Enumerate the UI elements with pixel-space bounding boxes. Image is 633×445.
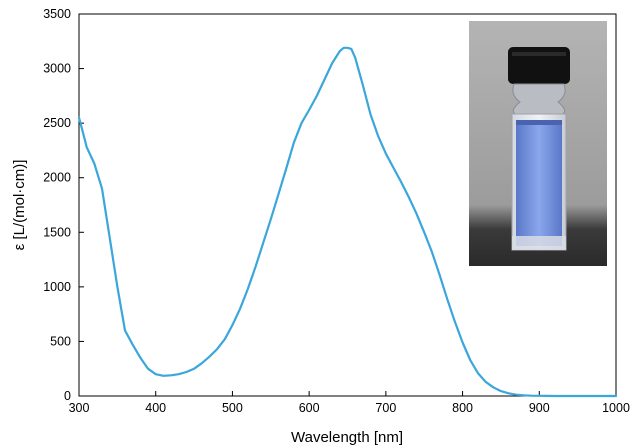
- y-tick-label: 3000: [43, 62, 71, 76]
- y-tick-label: 0: [64, 389, 71, 403]
- x-tick-label: 800: [452, 401, 473, 415]
- y-tick-label: 2500: [43, 116, 71, 130]
- cuvette-cap-highlight: [512, 52, 566, 56]
- inset-photo: [469, 21, 607, 266]
- cuvette-base: [512, 236, 566, 250]
- x-tick-label: 900: [529, 401, 550, 415]
- y-axis-title: ε [L/(mol·cm)]: [11, 160, 28, 251]
- x-tick-label: 300: [69, 401, 90, 415]
- plot-frame: [78, 13, 617, 397]
- y-axis-ticks: 0 500 1000 1500 2000 2500 3000 3500: [43, 7, 84, 403]
- x-tick-label: 500: [222, 401, 243, 415]
- x-tick-label: 400: [145, 401, 166, 415]
- x-tick-label: 1000: [602, 401, 630, 415]
- y-tick-label: 1000: [43, 280, 71, 294]
- cuvette-neck: [512, 83, 566, 115]
- x-axis-title: Wavelength [nm]: [291, 429, 403, 445]
- y-tick-label: 1500: [43, 225, 71, 239]
- cuvette-liquid: [516, 122, 562, 246]
- x-axis-ticks: 300 400 500 600 700 800 900 1000: [69, 391, 630, 415]
- x-tick-label: 700: [375, 401, 396, 415]
- y-tick-label: 3500: [43, 7, 71, 21]
- y-tick-label: 500: [50, 334, 71, 348]
- liquid-meniscus: [516, 120, 562, 125]
- x-tick-label: 600: [299, 401, 320, 415]
- series-line: [77, 46, 618, 398]
- cuvette-cap: [508, 47, 570, 84]
- y-tick-label: 2000: [43, 171, 71, 185]
